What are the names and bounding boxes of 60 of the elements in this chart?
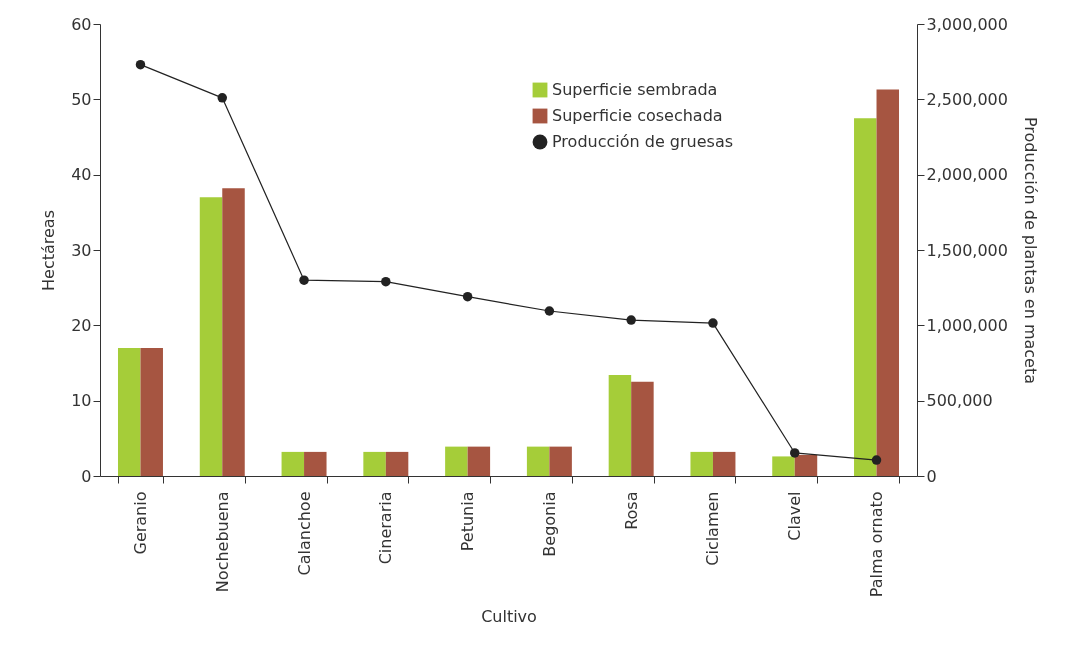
bar (690, 451, 713, 476)
y-tick-label: 10 (71, 391, 92, 411)
x-axis-title: Cultivo (481, 607, 537, 627)
y2-axis-title: Producción de plantas en maceta (1020, 116, 1040, 385)
legend-label: Superficie cosechada (552, 106, 723, 125)
y2-tick-label: 2,500,000 (926, 89, 1008, 109)
point (789, 448, 800, 458)
bar (222, 188, 245, 476)
x-tick-label: Clavel (785, 491, 805, 541)
y2-tick-label: 3,000,000 (926, 14, 1008, 34)
y2-tick-label: 0 (926, 466, 937, 486)
point (708, 318, 718, 328)
bar (117, 347, 141, 476)
bar (363, 451, 386, 476)
y-tick-label: 30 (71, 240, 92, 260)
point (299, 275, 309, 285)
x-tick-label: Calanchoe (294, 491, 314, 576)
x-tick-label: Palma ornato (867, 491, 887, 598)
bar (281, 451, 305, 476)
bar (608, 375, 632, 476)
y2-tick-label: 1,500,000 (926, 240, 1008, 260)
bar (772, 456, 795, 476)
bar (712, 451, 736, 476)
point (381, 276, 391, 287)
point (544, 306, 555, 316)
bar (304, 451, 327, 476)
bar (876, 89, 900, 476)
point (462, 291, 473, 302)
x-tick-label: Petunia (458, 491, 478, 552)
legend-label: Producción de gruesas (552, 132, 734, 151)
bar (445, 446, 468, 476)
legend-label: Superficie sembrada (552, 80, 718, 99)
point (871, 455, 882, 465)
x-tick-label: Rosa (621, 491, 641, 530)
bar (549, 446, 572, 476)
point (626, 315, 636, 325)
x-tick-label: Nochebuena (212, 491, 232, 593)
bar (854, 118, 877, 476)
x-tick-label: Cineraria (376, 491, 396, 565)
bar (385, 451, 409, 476)
bar (631, 381, 654, 476)
x-tick-label: Begonia (539, 491, 559, 557)
y-tick-label: 60 (71, 14, 92, 34)
y-tick-label: 20 (71, 315, 92, 335)
y2-tick-label: 2,000,000 (926, 165, 1008, 185)
x-tick-label: Ciclamen (703, 491, 723, 566)
y2-tick-label: 1,000,000 (926, 315, 1008, 335)
bar (794, 454, 818, 476)
y-tick-label: 50 (71, 89, 92, 109)
y-tick-label: 0 (81, 466, 92, 486)
x-tick-label: Geranio (130, 491, 150, 555)
bar (140, 347, 163, 476)
y-axis-title: Hectáreas (39, 210, 59, 291)
bar (526, 446, 550, 476)
point (135, 59, 146, 70)
bar (199, 197, 223, 476)
point (217, 93, 228, 103)
bar (467, 446, 491, 476)
y-tick-label: 40 (71, 165, 92, 185)
y2-tick-label: 500,000 (926, 391, 993, 411)
